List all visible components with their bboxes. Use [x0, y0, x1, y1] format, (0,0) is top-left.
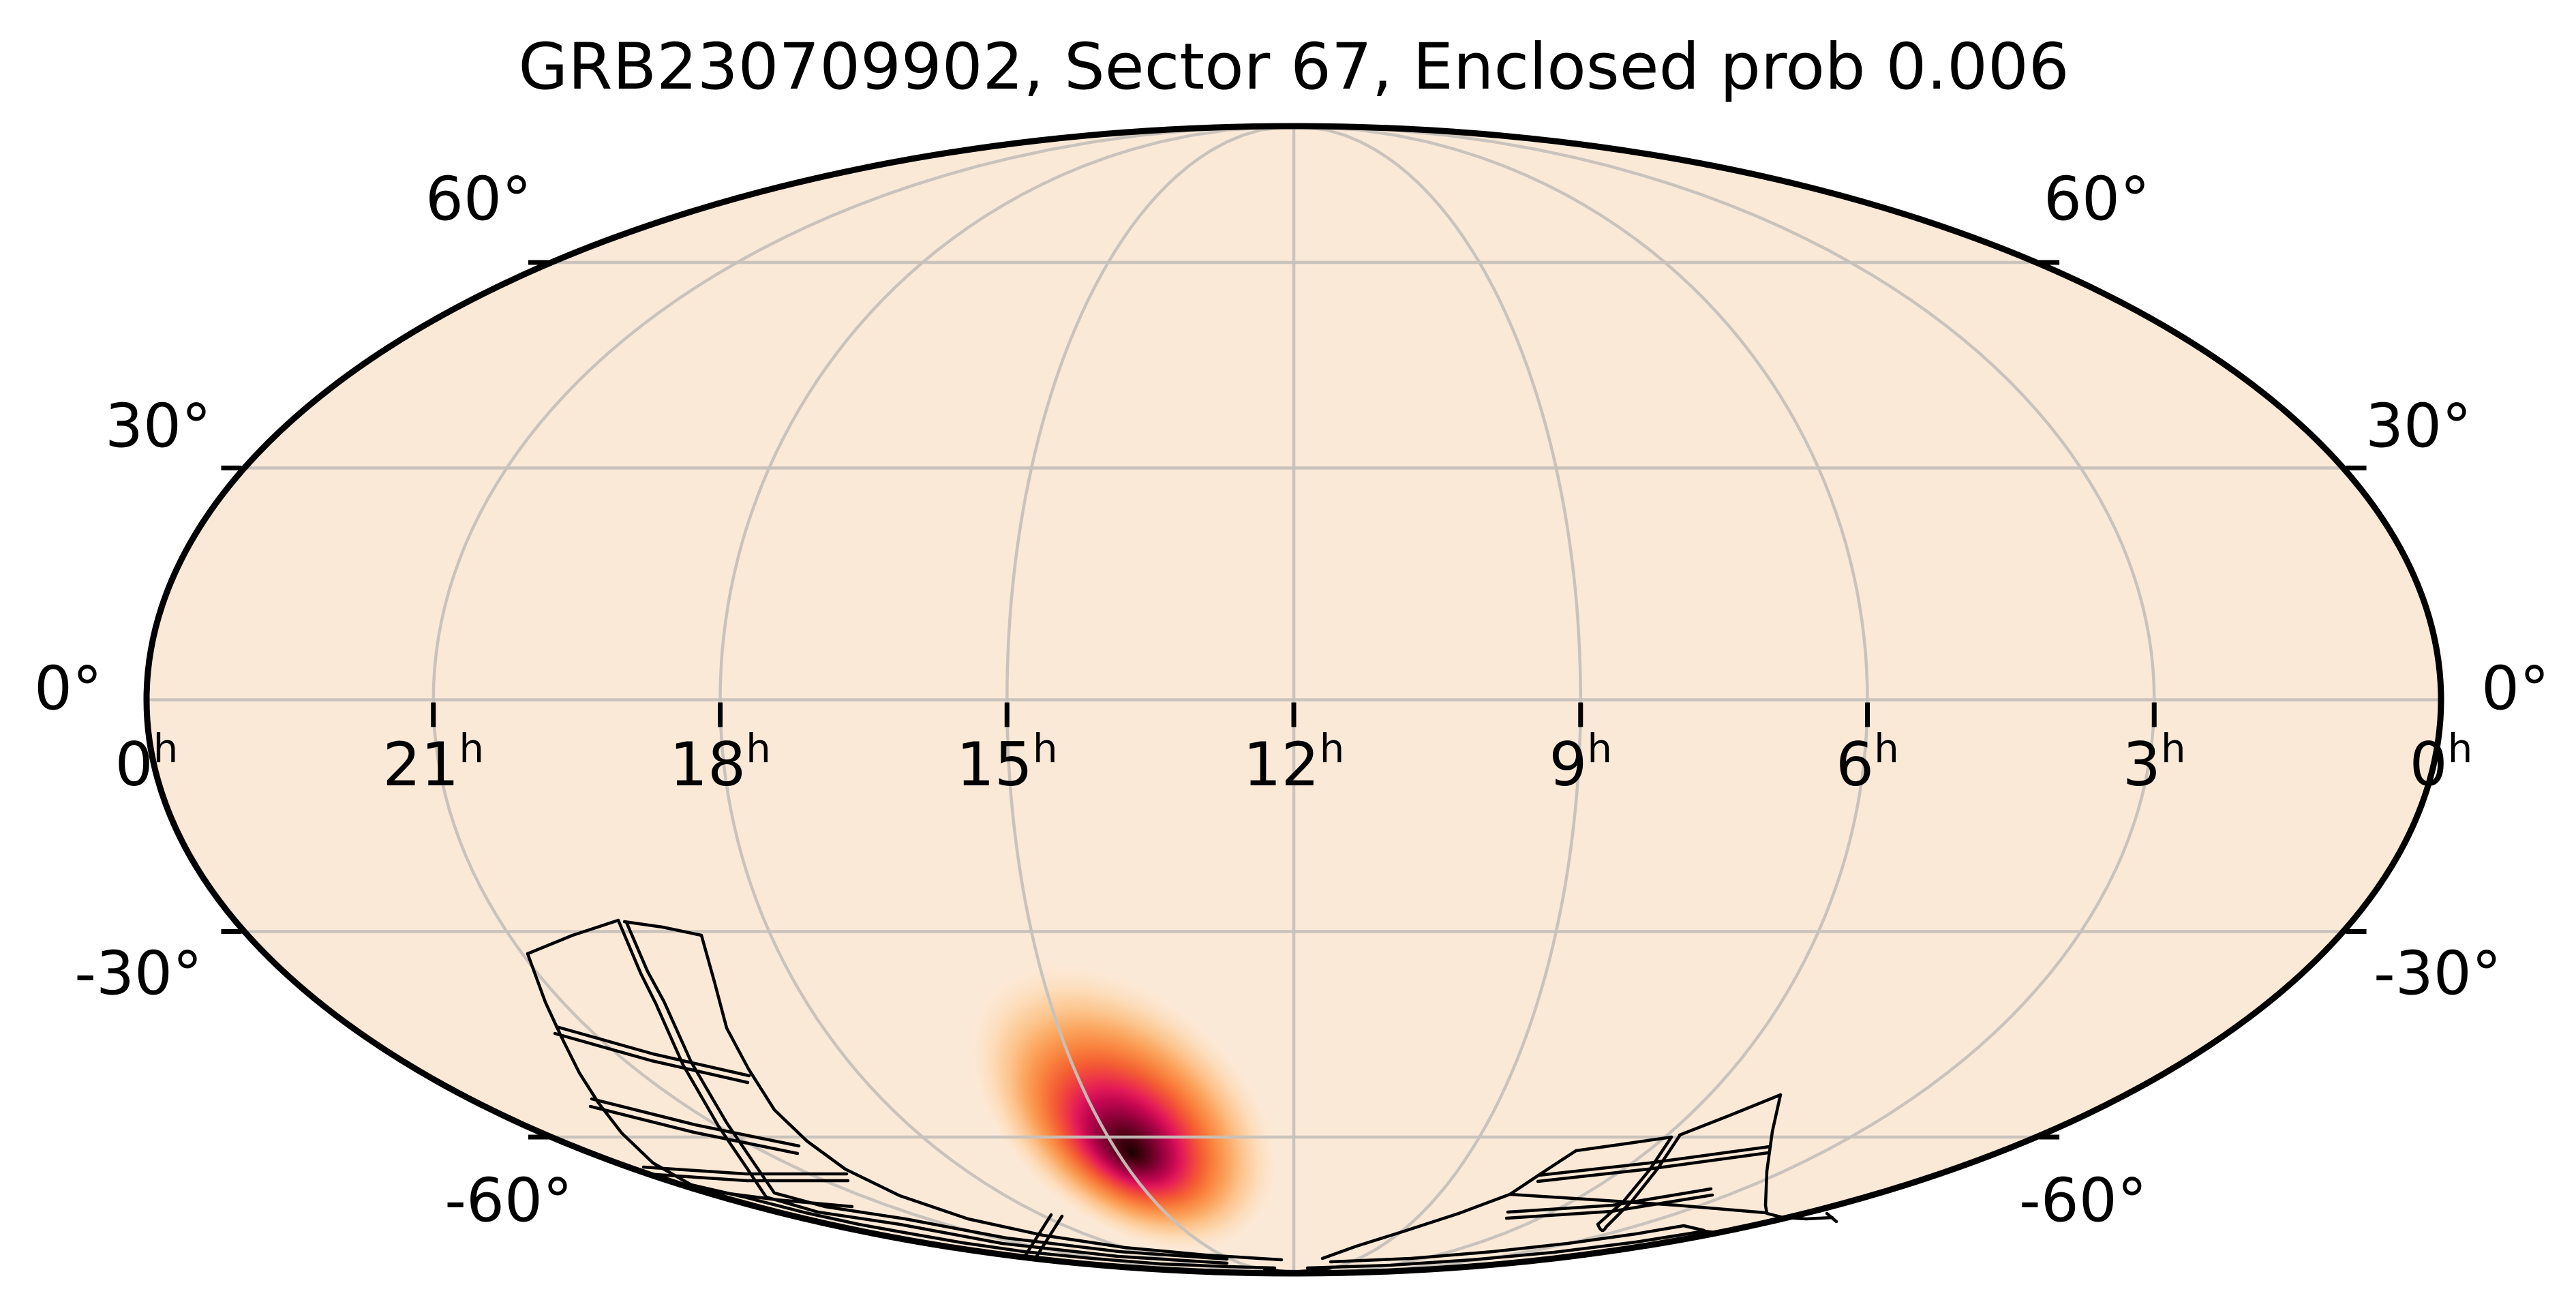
footprint-left-1: [699, 933, 1284, 1262]
footprint-right-14: [1329, 1224, 1706, 1264]
footprint-right-3: [1825, 1211, 1838, 1224]
ra-tick-label-0: 0h: [115, 725, 179, 800]
footprint-right-5: [1508, 1149, 1578, 1196]
ra-tick-label-0: 0h: [2410, 725, 2473, 800]
footprint-right-11: [1506, 1187, 1713, 1214]
footprint-right-12: [1504, 1193, 1714, 1220]
footprint-right-15: [1320, 1192, 1512, 1260]
ra-tick-label-6: 6h: [1836, 725, 1899, 800]
dec-tick-label-right-1: 30°: [2365, 391, 2472, 462]
dec-tick-label-right-0: 60°: [2044, 164, 2150, 235]
dec-tick-labels: 60° 60° 30° 30° 0° 0° -30° -30° -60° -60°: [34, 164, 2549, 1236]
footprint-left-7: [553, 1031, 750, 1085]
footprint-left-5: [624, 920, 1229, 1261]
ra-tick-label-18: 18h: [669, 725, 771, 800]
ra-tick-labels: 0h 21h 18h 15h 12h 9h 6h 3h 0h: [115, 725, 2473, 800]
footprint-left-12: [691, 1187, 854, 1209]
ra-tick-label-15: 15h: [956, 725, 1058, 800]
dec-tick-label-right-4: -60°: [2019, 1166, 2147, 1236]
dec-tick-label-right-3: -30°: [2374, 939, 2502, 1009]
footprint-right-1: [1678, 1093, 1783, 1137]
footprint-right-10: [1596, 1222, 1608, 1233]
footprint-right-6: [1537, 1145, 1772, 1177]
axis-ticks: [221, 260, 2367, 1140]
footprint-right-9: [1604, 1134, 1682, 1229]
dec-tick-label-left-1: 30°: [105, 391, 211, 462]
ra-tick-label-12: 12h: [1243, 725, 1345, 800]
plot-title: GRB230709902, Sector 67, Enclosed prob 0…: [518, 30, 2069, 104]
ra-tick-label-9: 9h: [1549, 725, 1612, 800]
gridline-meridian-4: [1293, 124, 1583, 1275]
footprint-left-9: [588, 1104, 800, 1155]
gridline-meridian-6: [1293, 124, 2156, 1275]
map-outline: [143, 123, 2444, 1277]
footprint-left-4: [616, 918, 1229, 1265]
gridline-meridian-2: [1005, 124, 1294, 1275]
dec-tick-label-right-2: 0°: [2481, 654, 2549, 724]
ra-tick-label-3: 3h: [2123, 725, 2186, 800]
dec-tick-label-left-4: -60°: [444, 1166, 573, 1236]
dec-tick-label-left-2: 0°: [34, 654, 102, 724]
footprint-left-10: [641, 1165, 849, 1176]
probability-blob: [962, 956, 1285, 1256]
footprint-left-0: [526, 952, 1277, 1270]
footprint-left-3: [622, 920, 703, 937]
dec-tick-label-left-3: -30°: [74, 939, 202, 1009]
ra-tick-label-21: 21h: [382, 725, 484, 800]
footprint-left-14: [1034, 1214, 1064, 1259]
footprint-left-13: [1023, 1213, 1053, 1258]
footprint-right-2: [1763, 1093, 1834, 1221]
footprint-left-8: [590, 1097, 801, 1148]
footprint-right-0: [1574, 1135, 1673, 1153]
footprint-left-11: [644, 1172, 850, 1183]
footprint-left-6: [554, 1025, 751, 1078]
dec-tick-label-left-0: 60°: [425, 164, 532, 235]
gridline-meridian-1: [718, 124, 1294, 1275]
footprint-left-2: [526, 918, 620, 956]
map-layers: 0h 21h 18h 15h 12h 9h 6h 3h 0h 60° 60° 30° 30° 0° 0° -3…: [34, 123, 2549, 1277]
tess-footprints: [526, 918, 1838, 1273]
